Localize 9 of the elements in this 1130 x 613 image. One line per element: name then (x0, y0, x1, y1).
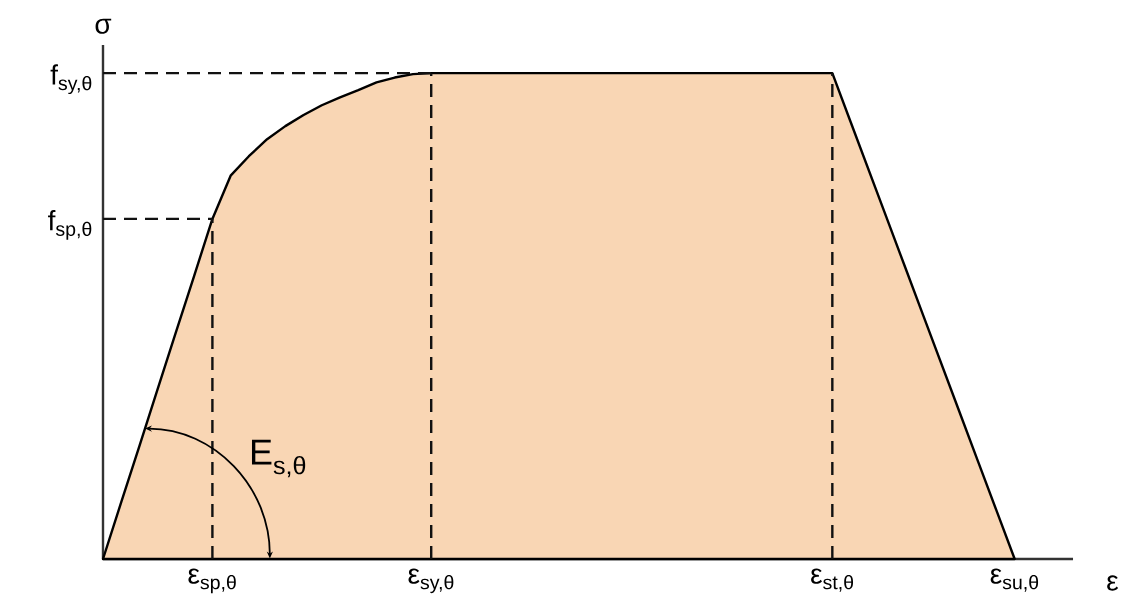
x-tick-label: ε$_{st,θ}$ (811, 568, 854, 592)
ref-line-label: f$_{sp,θ}$ (48, 210, 92, 240)
annotation: E$_{s,θ}$ (251, 439, 306, 478)
x-tick-label: ε$_{sp,θ}$ (188, 568, 236, 594)
x-tick-label: ε$_{sy,θ}$ (408, 568, 454, 594)
x-tick-label: ε$_{su,θ}$ (990, 568, 1039, 592)
ref-line-label: f$_{sy,θ}$ (50, 64, 92, 95)
x-axis-title: ε (1107, 575, 1119, 591)
y-axis-title: σ (95, 18, 112, 34)
